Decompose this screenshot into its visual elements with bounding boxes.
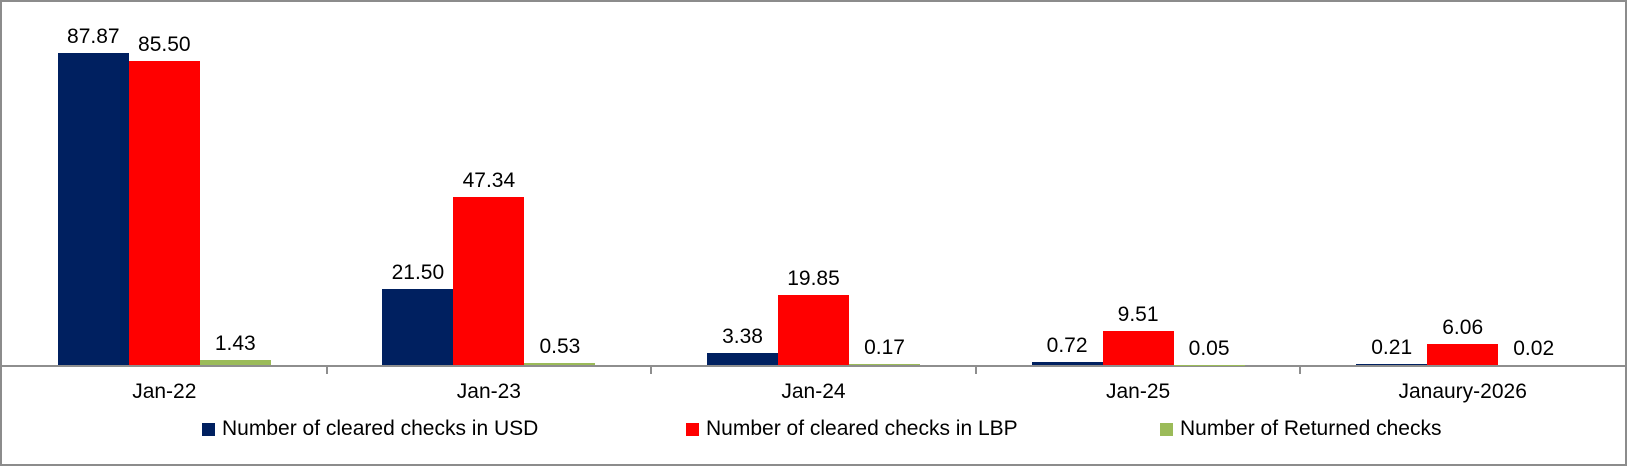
bar-value-label: 21.50 [391, 260, 445, 284]
x-axis-category-label: Jan-22 [132, 380, 197, 403]
x-axis-category-label: Jan-24 [781, 380, 846, 403]
bar-value-label: 3.38 [722, 325, 763, 349]
bar-value-label: 85.50 [138, 33, 191, 57]
legend-label: Number of Returned checks [1180, 417, 1442, 440]
bar [524, 363, 596, 365]
bar-value-label: 0.21 [1371, 336, 1413, 360]
legend-swatch [202, 422, 215, 436]
x-axis-tick [650, 367, 653, 374]
bar-value-label: 0.17 [864, 336, 905, 360]
bar [707, 353, 778, 365]
bar [1356, 364, 1428, 365]
bar [1427, 343, 1499, 365]
legend-swatch [686, 422, 699, 436]
bar-value-label: 0.02 [1513, 336, 1555, 360]
x-axis-tick [974, 367, 977, 374]
bar [1102, 331, 1174, 365]
bar-value-label: 0.72 [1046, 334, 1088, 358]
legend-item: Number of cleared checks in USD [202, 416, 538, 442]
bar-value-label: 9.51 [1117, 303, 1159, 327]
bar [778, 294, 849, 365]
bar-value-label: 19.85 [787, 266, 840, 290]
bar-value-label: 87.87 [67, 25, 120, 49]
bar [57, 53, 129, 365]
bar [128, 61, 200, 365]
bar-value-label: 47.34 [462, 168, 516, 192]
x-axis-category-label: Janaury-2026 [1398, 380, 1527, 403]
bar-value-label: 1.43 [214, 331, 256, 355]
bar [1031, 362, 1103, 365]
bar [849, 364, 920, 365]
x-axis-category-label: Jan-23 [456, 380, 521, 403]
bar [382, 288, 454, 365]
bar-value-label: 0.05 [1188, 336, 1230, 360]
legend-swatch [1160, 422, 1173, 436]
x-axis-category-label: Jan-25 [1105, 380, 1171, 403]
legend-label: Number of cleared checks in LBP [706, 417, 1018, 440]
bar-value-label: 0.53 [539, 335, 581, 359]
legend-label: Number of cleared checks in USD [222, 417, 539, 440]
bar-value-label: 6.06 [1442, 315, 1484, 339]
x-axis-tick [325, 367, 328, 374]
bar [199, 359, 271, 365]
x-axis-line [2, 365, 1625, 367]
bar [453, 196, 525, 365]
legend-item: Number of Returned checks [1160, 416, 1441, 442]
x-axis-tick [1299, 367, 1302, 374]
legend-item: Number of cleared checks in LBP [686, 416, 1018, 442]
